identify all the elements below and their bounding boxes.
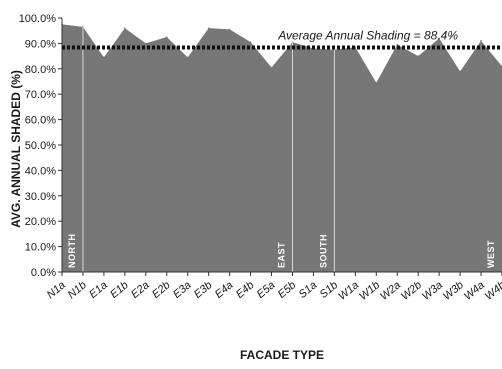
x-tick-label: E4a — [213, 279, 236, 301]
data-point-e5a — [270, 66, 273, 69]
x-tick-label: W2b — [399, 279, 424, 303]
y-tick-label: 100.0% — [19, 13, 57, 25]
x-tick-label: E2b — [150, 279, 173, 301]
y-tick-label: 10.0% — [25, 242, 56, 254]
data-point-e4b — [249, 41, 252, 43]
x-tick-label: S1b — [318, 279, 341, 301]
data-point-w2b — [417, 55, 419, 57]
x-tick-label: N1b — [66, 279, 89, 301]
x-tick-label: W1a — [336, 279, 361, 303]
x-tick-label: W3a — [420, 279, 445, 303]
y-tick-label: 30.0% — [25, 191, 56, 203]
region-label-west: WEST — [486, 240, 496, 268]
y-tick-label: 40.0% — [25, 165, 56, 177]
x-tick-label: E3b — [192, 279, 215, 301]
data-point-e2a — [145, 42, 147, 45]
x-tick-label: W3b — [441, 279, 466, 303]
data-point-e4a — [228, 28, 231, 31]
y-tick-label: 50.0% — [25, 140, 56, 152]
y-tick-label: 90.0% — [25, 38, 56, 50]
y-tick-label: 0.0% — [31, 267, 56, 279]
x-tick-label: E5b — [276, 279, 299, 301]
data-point-e3b — [207, 27, 210, 29]
x-tick-label: W4b — [483, 279, 502, 303]
data-point-w2a — [396, 43, 399, 46]
y-tick-label: 80.0% — [25, 64, 56, 76]
x-tick-label: S1a — [297, 279, 320, 301]
y-tick-label: 60.0% — [25, 115, 56, 127]
data-point-e1b — [124, 27, 126, 29]
x-tick-label: E1a — [87, 279, 110, 301]
data-point-w3a — [438, 37, 440, 40]
data-point-w3b — [459, 70, 461, 73]
data-point-w1b — [375, 81, 378, 84]
x-tick-label: W4a — [462, 279, 487, 303]
y-axis-title: AVG. ANNUAL SHADED (%) — [9, 70, 23, 228]
y-tick-label: 20.0% — [25, 216, 56, 228]
data-point-e1a — [103, 56, 105, 59]
x-tick-label: W1b — [357, 279, 382, 303]
y-tick-label: 70.0% — [25, 89, 56, 101]
x-tick-label: E3a — [171, 279, 194, 301]
region-label-east: EAST — [276, 242, 286, 268]
x-axis-title: FACADE TYPE — [240, 348, 324, 362]
x-tick-label: W2a — [378, 279, 403, 303]
region-label-north: NORTH — [67, 234, 77, 269]
data-point-w4a — [480, 40, 482, 42]
x-tick-label: N1a — [45, 279, 68, 301]
data-point-e2b — [165, 36, 168, 38]
region-label-south: SOUTH — [318, 234, 328, 268]
x-tick-label: E4b — [234, 279, 257, 301]
x-tick-label: E2a — [129, 279, 152, 301]
area-series — [62, 24, 502, 272]
x-tick-label: E5a — [255, 279, 278, 301]
average-reference-label: Average Annual Shading = 88.4% — [277, 28, 458, 42]
x-tick-label: E1b — [108, 279, 131, 301]
data-point-e3a — [186, 56, 189, 59]
